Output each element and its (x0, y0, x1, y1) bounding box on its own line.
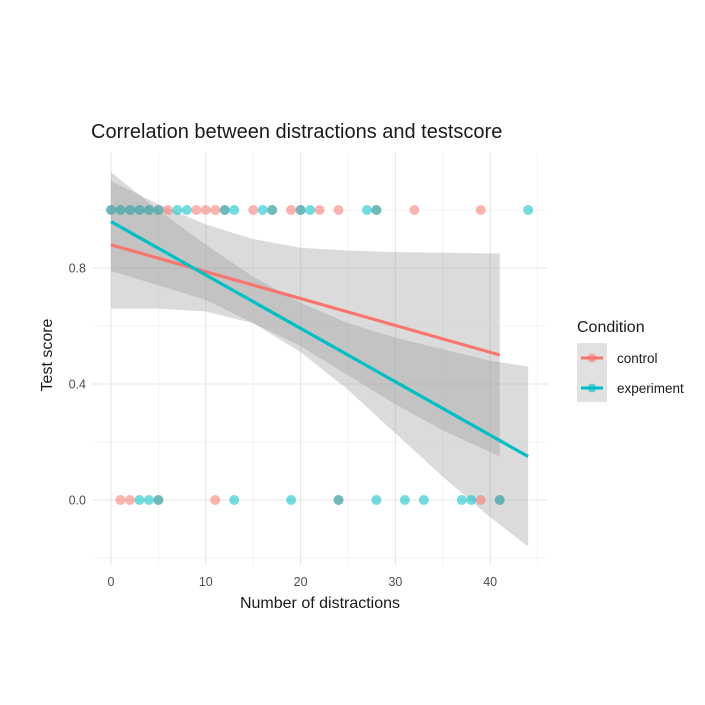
point-control[interactable] (115, 495, 126, 505)
x-tick-label: 20 (294, 575, 308, 589)
point-control[interactable] (475, 495, 486, 505)
legend-title: Condition (577, 319, 645, 336)
point-experiment[interactable] (143, 205, 154, 215)
points (106, 205, 534, 505)
point-experiment[interactable] (124, 205, 135, 215)
legend-item-experiment[interactable]: experiment (581, 381, 684, 396)
point-experiment[interactable] (371, 205, 382, 215)
point-experiment[interactable] (134, 495, 145, 505)
point-experiment[interactable] (153, 205, 164, 215)
point-experiment[interactable] (267, 205, 278, 215)
point-experiment[interactable] (181, 205, 192, 215)
point-experiment[interactable] (456, 495, 467, 505)
point-experiment[interactable] (286, 495, 297, 505)
point-control[interactable] (248, 205, 259, 215)
legend-key-control-point (587, 353, 597, 363)
point-experiment[interactable] (466, 495, 477, 505)
point-experiment[interactable] (115, 205, 126, 215)
legend-key-experiment-point (587, 383, 597, 393)
point-experiment[interactable] (153, 495, 164, 505)
point-experiment[interactable] (399, 495, 410, 505)
y-tick-label: 0.0 (69, 494, 86, 508)
grid (92, 153, 548, 565)
point-experiment[interactable] (333, 495, 344, 505)
point-experiment[interactable] (229, 495, 240, 505)
point-control[interactable] (314, 205, 325, 215)
confidence-bands (111, 172, 529, 547)
point-experiment[interactable] (219, 205, 230, 215)
point-control[interactable] (200, 205, 211, 215)
point-experiment[interactable] (295, 205, 306, 215)
point-experiment[interactable] (229, 205, 240, 215)
point-experiment[interactable] (361, 205, 372, 215)
point-experiment[interactable] (418, 495, 429, 505)
y-axis-title: Test score (39, 318, 56, 391)
chart-title: Correlation between distractions and tes… (91, 121, 502, 143)
y-tick-label: 0.8 (69, 262, 86, 276)
point-experiment[interactable] (305, 205, 316, 215)
legend-label-experiment: experiment (617, 381, 684, 396)
point-control[interactable] (210, 205, 221, 215)
point-experiment[interactable] (134, 205, 145, 215)
point-control[interactable] (333, 205, 344, 215)
x-tick-label: 10 (199, 575, 213, 589)
point-experiment[interactable] (523, 205, 534, 215)
legend-key-background (577, 343, 607, 402)
axes: 0 10 20 30 40 0.0 0.4 0.8 (69, 262, 498, 590)
point-experiment[interactable] (371, 495, 382, 505)
point-experiment[interactable] (257, 205, 268, 215)
point-control[interactable] (191, 205, 202, 215)
point-control[interactable] (210, 495, 221, 505)
point-control[interactable] (409, 205, 420, 215)
x-tick-label: 0 (108, 575, 115, 589)
point-experiment[interactable] (172, 205, 183, 215)
regression-lines (110, 220, 529, 458)
x-axis-title: Number of distractions (240, 595, 400, 612)
ci-band-control (111, 181, 500, 457)
point-experiment[interactable] (494, 495, 505, 505)
y-tick-label: 0.4 (69, 378, 86, 392)
point-experiment[interactable] (106, 205, 116, 215)
x-tick-label: 40 (483, 575, 497, 589)
x-tick-label: 30 (388, 575, 402, 589)
point-control[interactable] (162, 205, 173, 215)
ci-band-experiment (111, 172, 529, 547)
legend-label-control: control (617, 351, 658, 366)
point-experiment[interactable] (143, 495, 154, 505)
legend: Condition control experiment (577, 319, 684, 402)
point-control[interactable] (475, 205, 486, 215)
legend-item-control[interactable]: control (581, 351, 658, 366)
regression-line-control (110, 243, 501, 357)
point-control[interactable] (124, 495, 135, 505)
regression-line-experiment (110, 220, 529, 458)
point-control[interactable] (286, 205, 297, 215)
